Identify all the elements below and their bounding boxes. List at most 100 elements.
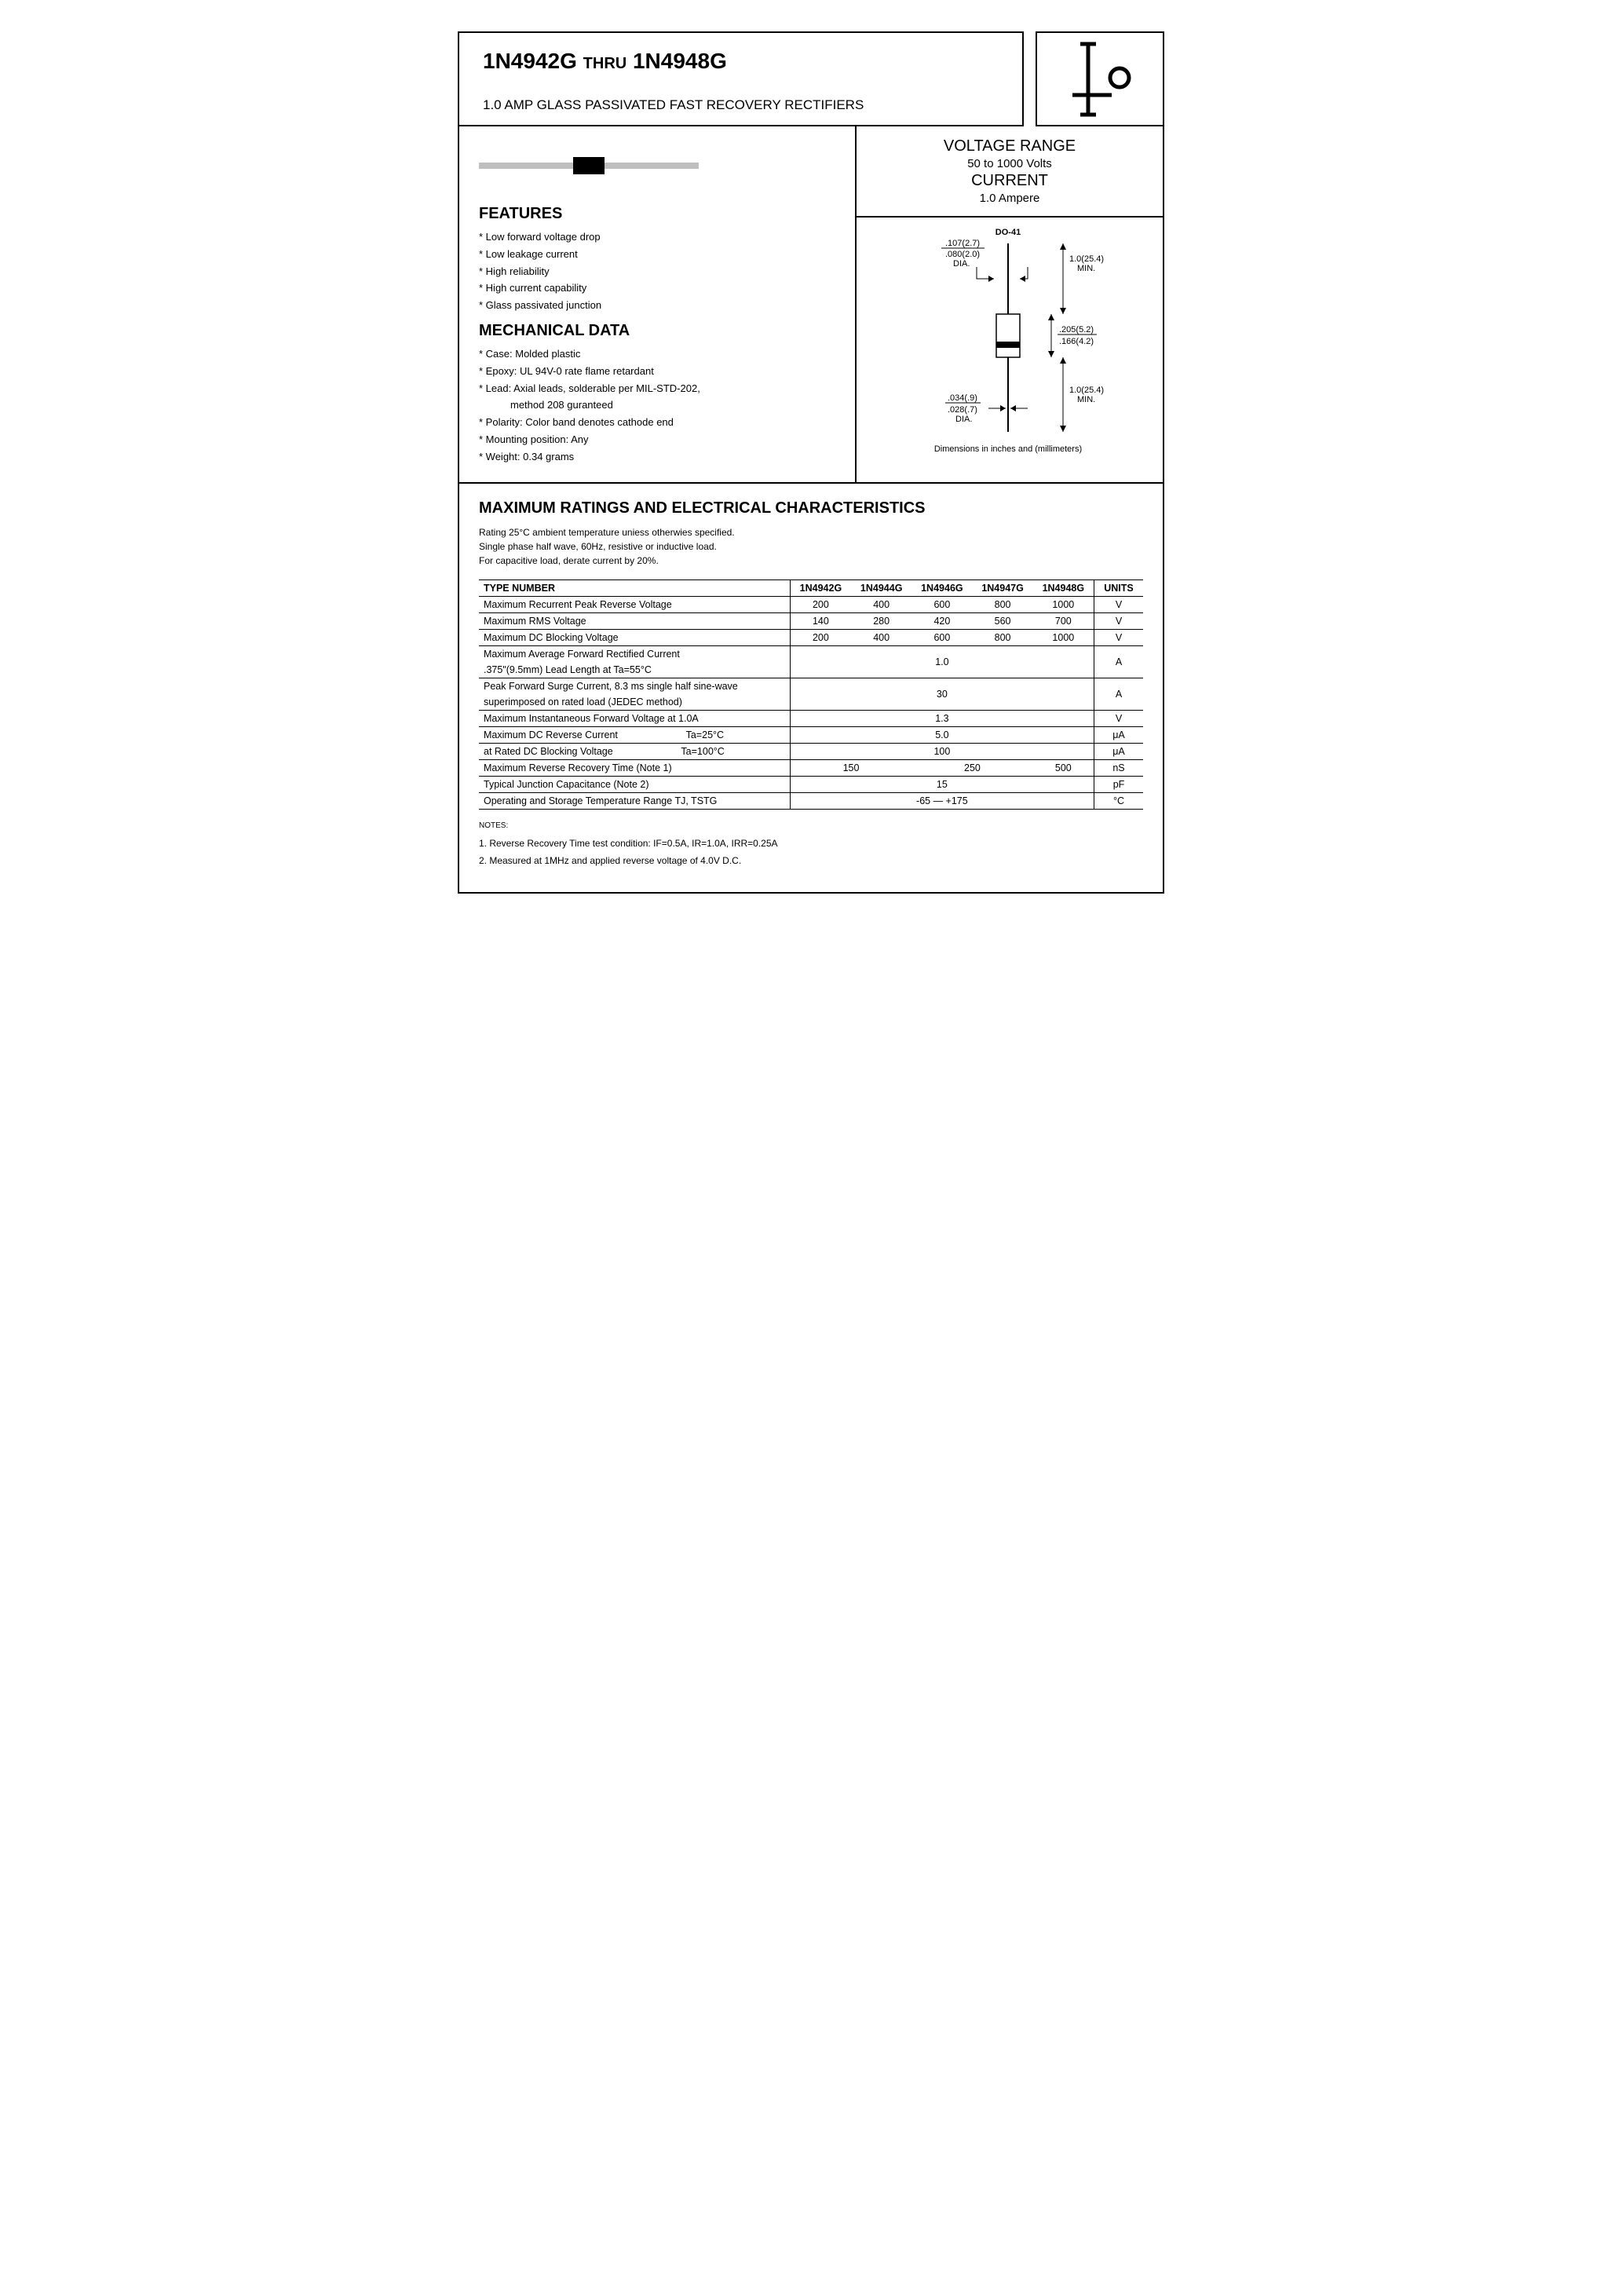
mech-item: * Lead: Axial leads, solderable per MIL-… [479, 381, 835, 397]
cell: 700 [1033, 612, 1094, 629]
table-row: Typical Junction Capacitance (Note 2) 15… [479, 776, 1143, 792]
unit: μA [1094, 743, 1144, 759]
col-header: 1N4944G [851, 579, 911, 596]
cell: 1.3 [790, 710, 1094, 726]
row-label: Maximum Average Forward Rectified Curren… [479, 645, 790, 662]
row-label: Maximum Reverse Recovery Time (Note 1) [479, 759, 790, 776]
note-item: 2. Measured at 1MHz and applied reverse … [479, 855, 1143, 866]
type-number-label: TYPE NUMBER [479, 579, 790, 596]
dim-text: .166(4.2) [1059, 337, 1094, 346]
features-title: FEATURES [479, 205, 835, 223]
dim-text: MIN. [1077, 264, 1095, 273]
part-from: 1N4942G [483, 49, 577, 73]
subtitle: 1.0 AMP GLASS PASSIVATED FAST RECOVERY R… [483, 97, 999, 113]
cell: 400 [851, 629, 911, 645]
dim-text: .028(.7) [948, 405, 977, 415]
voltage-section: VOLTAGE RANGE 50 to 1000 Volts CURRENT 1… [857, 126, 1163, 216]
label-part: Ta=25°C [686, 729, 724, 740]
table-row: Maximum Average Forward Rectified Curren… [479, 645, 1143, 662]
mechanical-title: MECHANICAL DATA [479, 322, 835, 340]
cell: 420 [911, 612, 972, 629]
dim-text: DIA. [955, 415, 972, 424]
part-title: 1N4942G THRU 1N4948G [483, 49, 999, 74]
table-row: Operating and Storage Temperature Range … [479, 792, 1143, 809]
table-row: Maximum DC Blocking Voltage 200 400 600 … [479, 629, 1143, 645]
col-header: 1N4948G [1033, 579, 1094, 596]
row-label: Maximum Recurrent Peak Reverse Voltage [479, 596, 790, 612]
ratings-note-line: Single phase half wave, 60Hz, resistive … [479, 539, 1143, 554]
dim-text: 1.0(25.4) [1069, 254, 1104, 264]
cell: 1.0 [790, 645, 1094, 678]
label-part: at Rated DC Blocking Voltage [484, 746, 613, 757]
voltage-range-value: 50 to 1000 Volts [872, 157, 1147, 170]
cell: 400 [851, 596, 911, 612]
row-label: Operating and Storage Temperature Range … [479, 792, 790, 809]
feature-item: * Glass passivated junction [479, 298, 835, 314]
logo-box [1036, 31, 1164, 126]
dim-text: MIN. [1077, 395, 1095, 404]
row-label: Typical Junction Capacitance (Note 2) [479, 776, 790, 792]
feature-item: * Low leakage current [479, 247, 835, 263]
left-column: FEATURES * Low forward voltage drop * Lo… [459, 126, 855, 482]
cell: 280 [851, 612, 911, 629]
header-row: 1N4942G THRU 1N4948G 1.0 AMP GLASS PASSI… [458, 31, 1164, 126]
cell: 600 [911, 629, 972, 645]
mech-item: * Case: Molded plastic [479, 346, 835, 363]
table-row: Maximum RMS Voltage 140 280 420 560 700 … [479, 612, 1143, 629]
cell: 1000 [1033, 596, 1094, 612]
label-part: Ta=100°C [681, 746, 724, 757]
notes-title: NOTES: [479, 821, 1143, 830]
row-label: Maximum DC Blocking Voltage [479, 629, 790, 645]
col-header: 1N4946G [911, 579, 972, 596]
dim-text: DIA. [953, 259, 970, 269]
mech-item: * Weight: 0.34 grams [479, 449, 835, 466]
cell: 200 [790, 596, 851, 612]
ratings-conditions: Rating 25°C ambient temperature uniess o… [479, 525, 1143, 568]
unit: pF [1094, 776, 1144, 792]
col-header: 1N4947G [972, 579, 1032, 596]
cell: 140 [790, 612, 851, 629]
row-label: Peak Forward Surge Current, 8.3 ms singl… [479, 678, 790, 694]
row-label: Maximum DC Reverse Current Ta=25°C [479, 726, 790, 743]
current-title: CURRENT [872, 172, 1147, 190]
cell: 1000 [1033, 629, 1094, 645]
title-box: 1N4942G THRU 1N4948G 1.0 AMP GLASS PASSI… [458, 31, 1024, 126]
row-label: at Rated DC Blocking Voltage Ta=100°C [479, 743, 790, 759]
cell: 5.0 [790, 726, 1094, 743]
mech-item: method 208 guranteed [479, 397, 835, 414]
cell: 800 [972, 629, 1032, 645]
cell: 800 [972, 596, 1032, 612]
voltage-range-title: VOLTAGE RANGE [872, 137, 1147, 155]
cell: 200 [790, 629, 851, 645]
diode-package-icon [479, 154, 835, 181]
table-row: Peak Forward Surge Current, 8.3 ms singl… [479, 678, 1143, 694]
cell: 100 [790, 743, 1094, 759]
col-header: 1N4942G [790, 579, 851, 596]
note-item: 1. Reverse Recovery Time test condition:… [479, 838, 1143, 849]
mech-item: * Epoxy: UL 94V-0 rate flame retardant [479, 364, 835, 380]
unit: V [1094, 710, 1144, 726]
dim-text: .034(.9) [948, 393, 977, 403]
row-label: superimposed on rated load (JEDEC method… [479, 694, 790, 711]
unit: V [1094, 596, 1144, 612]
dim-text: .205(5.2) [1059, 325, 1094, 335]
unit: A [1094, 645, 1144, 678]
thru-text: THRU [583, 55, 627, 72]
ratings-box: MAXIMUM RATINGS AND ELECTRICAL CHARACTER… [458, 484, 1164, 894]
feature-item: * High current capability [479, 280, 835, 297]
package-diagram: DO-41 .107(2.7) .080(2.0) D [857, 216, 1163, 482]
mech-item: * Polarity: Color band denotes cathode e… [479, 415, 835, 431]
cell: 15 [790, 776, 1094, 792]
mechanical-list: * Case: Molded plastic * Epoxy: UL 94V-0… [479, 346, 835, 466]
units-header: UNITS [1094, 579, 1144, 596]
table-row: at Rated DC Blocking Voltage Ta=100°C 10… [479, 743, 1143, 759]
table-row: Maximum Instantaneous Forward Voltage at… [479, 710, 1143, 726]
package-label: DO-41 [995, 228, 1021, 237]
current-value: 1.0 Ampere [872, 192, 1147, 205]
ratings-note-line: For capacitive load, derate current by 2… [479, 554, 1143, 568]
part-to: 1N4948G [633, 49, 727, 73]
right-column: VOLTAGE RANGE 50 to 1000 Volts CURRENT 1… [855, 126, 1163, 482]
row-label: .375"(9.5mm) Lead Length at Ta=55°C [479, 662, 790, 678]
datasheet-page: 1N4942G THRU 1N4948G 1.0 AMP GLASS PASSI… [458, 31, 1164, 894]
ratings-title: MAXIMUM RATINGS AND ELECTRICAL CHARACTER… [479, 499, 1143, 517]
